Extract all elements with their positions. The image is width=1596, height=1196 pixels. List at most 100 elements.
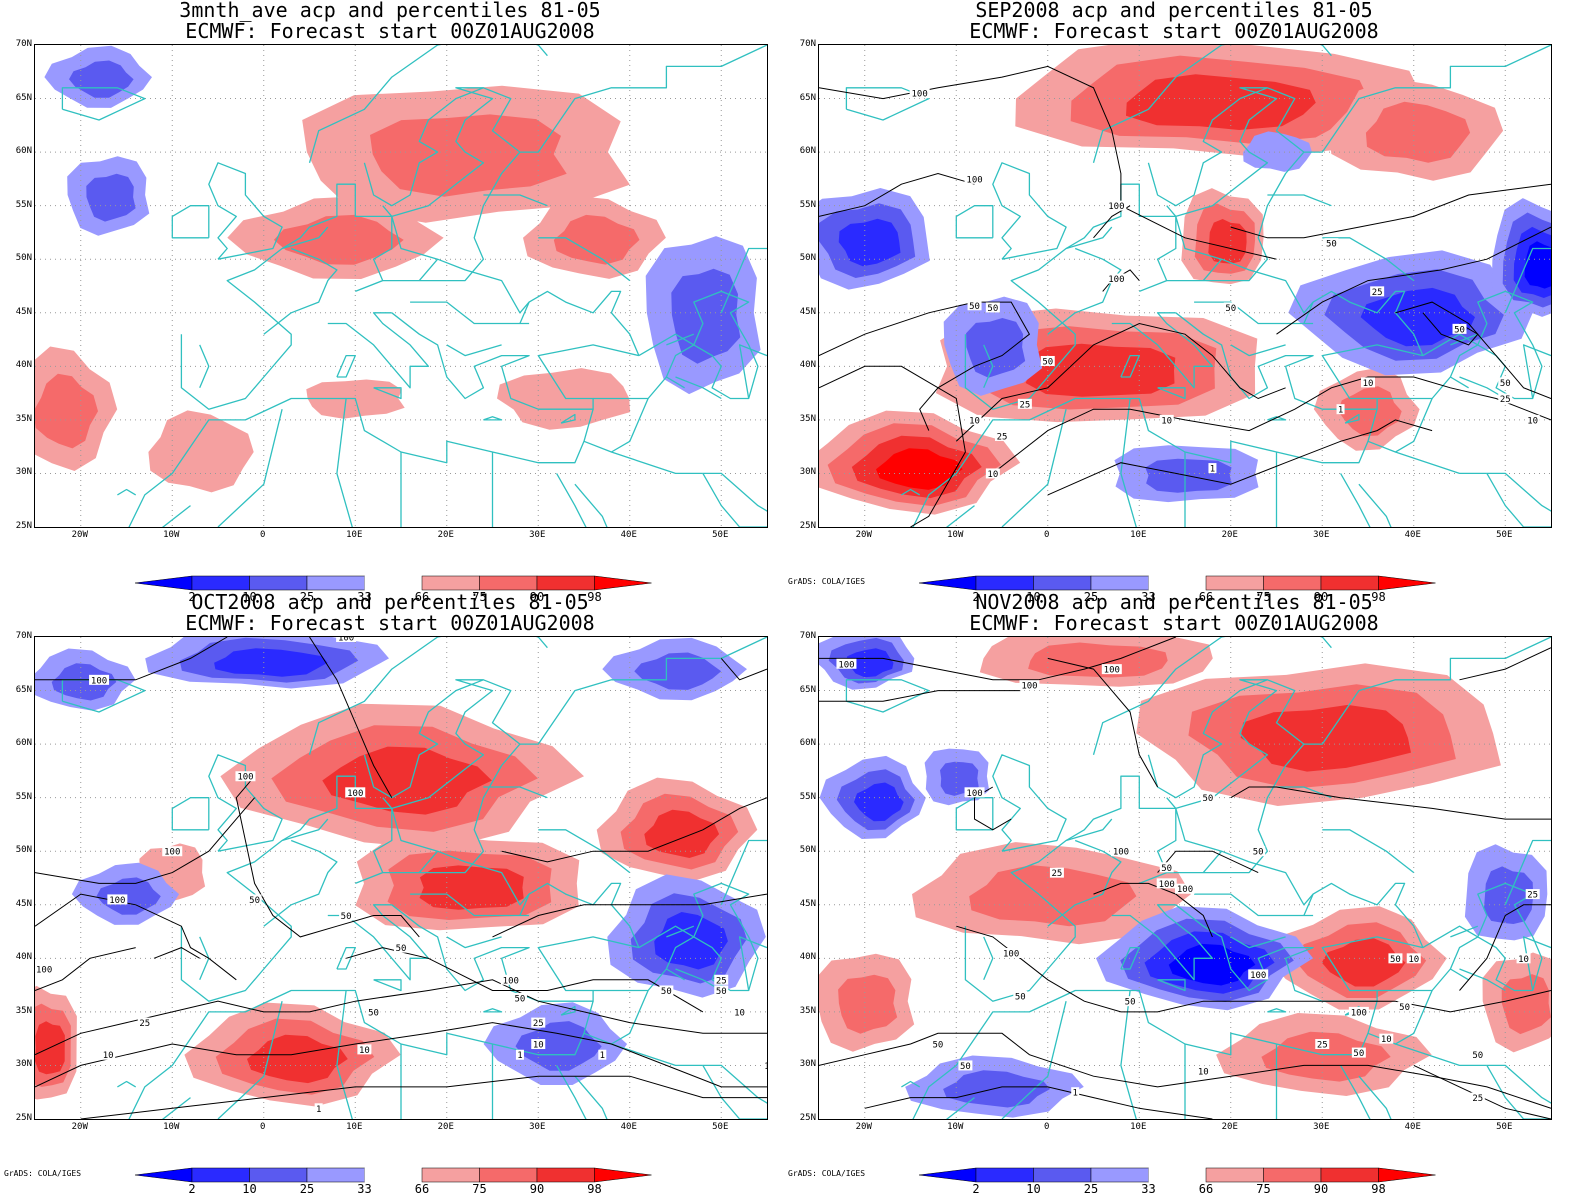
coastline [992,162,1067,260]
coastline [1322,829,1415,874]
coastline [327,312,430,389]
contour-line [35,979,767,1056]
contour-label: 100 [1250,971,1266,981]
coastline [675,376,722,400]
colorbar-swatch [306,1167,365,1183]
contour-label-bg [357,1044,372,1055]
coastline [199,344,210,389]
coastline [1047,839,1122,927]
contour-line [35,893,237,981]
contour-label-bg [1348,1006,1369,1017]
panel-title: 3mnth_ave acp and percentiles 81-05 [179,0,601,22]
contour-label-bg [500,974,521,985]
lat-tick-label: 70N [799,39,816,49]
colorbar-arrow-low [134,575,193,591]
colorbar-tick-label: 75 [1256,1182,1271,1196]
colorbar-tick-label: 75 [1256,590,1271,604]
lon-tick-label: 20W [855,530,872,540]
coastline [955,205,994,239]
contour-label-bg [909,88,930,99]
coastline [1450,376,1469,389]
contour-line [992,376,1551,474]
coastline [720,839,767,906]
coastline [1001,409,1067,527]
lon-tick-label: 50E [1496,1122,1513,1132]
contour-line [1422,312,1479,346]
contour-label: 50 [1042,357,1053,367]
contour-label: 50 [1399,1003,1410,1013]
contour-line [819,637,1176,681]
percentile-region [497,368,631,430]
contour-line [35,637,228,681]
map-area: 100 100 100 100 50 100 100 100 50 50 100 50 50 50 25 50… [34,636,768,1120]
coastline [901,1080,921,1088]
coastline [1065,226,1113,250]
lon-tick-label: 20W [71,1122,88,1132]
coastline [372,205,393,281]
contour-label-bg [366,1006,381,1017]
lon-tick-label: 10W [947,1122,964,1132]
contour-label: 25 [1472,1094,1483,1104]
coastline [61,679,146,713]
contour-label: 50 [1326,240,1337,250]
colorbar-swatch [975,575,1034,591]
contour-label-bg [1324,238,1339,249]
contour-label-bg [512,992,527,1003]
lat-tick-label: 70N [15,39,32,49]
contour-line [501,797,767,863]
percentile-region [214,648,328,677]
colorbar-swatch [249,575,308,591]
coastline [992,754,1067,852]
coastline [410,893,530,917]
lat-tick-label: 40N [799,360,816,371]
colorbar-swatch [191,1167,250,1183]
lon-tick-label: 30E [1313,1122,1330,1132]
contour-label: 100 [966,789,982,799]
coastline [180,45,767,410]
contour-label-bg [1397,1001,1412,1012]
contour-label-bg [1123,996,1138,1007]
lat-tick-label: 30N [799,1059,816,1070]
contour-label-bg [1071,1087,1080,1098]
lon-tick-label: 30E [1313,530,1330,540]
coastline [1486,472,1551,527]
contour-label: 50 [716,987,727,997]
percentile-region [515,1021,602,1071]
colorbar-tick-label: 98 [1371,590,1386,604]
coastline [538,829,631,874]
lat-tick-label: 25N [799,1113,816,1123]
contour-label-bg [1019,680,1040,691]
contour-line [1047,419,1433,496]
contour-line [819,365,966,527]
contour-label-bg [1017,398,1032,409]
contour-label: 50 [1472,1051,1483,1061]
colorbar-tick-label: 98 [587,590,602,604]
lat-tick-label: 35N [15,413,32,424]
colorbar-tick-label: 25 [1083,1182,1099,1196]
colorbar-swatch [364,576,422,590]
coastline [308,637,548,755]
coastline [983,344,994,389]
contour-label: 100 [1108,202,1124,212]
contour-label: 25 [716,976,727,986]
contour-label: 100 [109,896,125,906]
colorbar-swatch [1205,575,1264,591]
contour-line [309,637,393,798]
contour-label-bg [1336,404,1345,415]
coastline [946,505,975,527]
coastline [955,797,994,831]
coastline [363,87,484,207]
contour-label-bg [1370,286,1385,297]
coastline [336,946,356,970]
map-svg [35,45,767,527]
contour-label: 1 [517,1051,522,1061]
lon-tick-label: 40E [1404,1122,1421,1132]
lat-tick-label: 40N [15,360,32,371]
coastline [1459,968,1506,992]
contour-label: 50 [969,302,980,312]
contour-label: 100 [237,773,253,783]
contour-label-bg [1196,1065,1211,1076]
lat-tick-label: 45N [799,306,816,317]
colorbar-swatch [536,1167,595,1183]
lat-tick-label: 40N [15,952,32,963]
